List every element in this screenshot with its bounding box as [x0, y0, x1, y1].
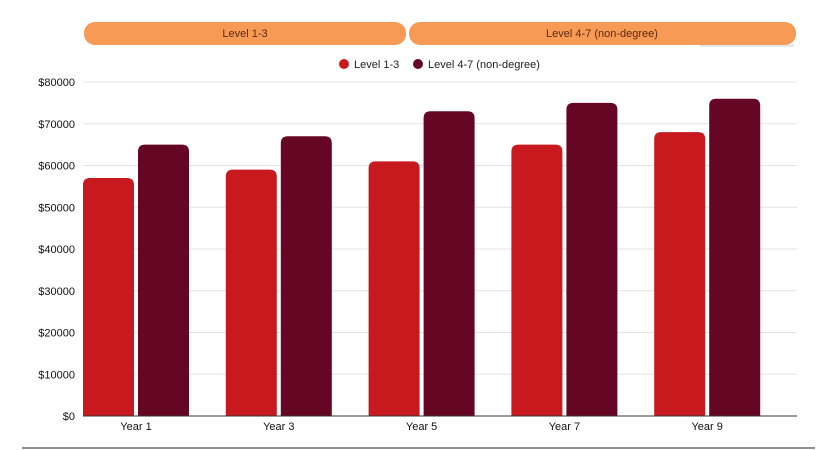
- y-tick-label: $30000: [38, 286, 75, 298]
- y-tick-label: $60000: [38, 161, 75, 173]
- y-tick-label: $40000: [38, 244, 75, 256]
- legend-label-series-2: Level 4-7 (non-degree): [428, 59, 540, 71]
- x-axis-tick-labels: Year 1 Year 3 Year 5 Year 7 Year 9: [120, 421, 723, 433]
- y-tick-label: $80000: [38, 77, 75, 89]
- y-tick-label: $20000: [38, 328, 75, 340]
- y-tick-label: $50000: [38, 202, 75, 214]
- legend-label-series-1: Level 1-3: [354, 59, 399, 71]
- x-tick-label: Year 1: [120, 421, 151, 433]
- tab-level-1-3-label[interactable]: Level 1-3: [222, 28, 267, 40]
- bar-series-1-year-3: [225, 169, 277, 416]
- bar-series-2-year-7: [566, 102, 618, 416]
- tab-level-4-7-pill[interactable]: [409, 22, 796, 45]
- y-tick-label: $0: [63, 411, 75, 423]
- bar-series-1-year-9: [654, 132, 706, 416]
- y-tick-label: $70000: [38, 119, 75, 131]
- legend-marker-series-1: [339, 59, 349, 69]
- tab-bar-track: [700, 44, 794, 47]
- tab-level-4-7[interactable]: Level 4-7 (non-degree): [409, 22, 796, 45]
- bar-series-1-year-5: [368, 161, 420, 416]
- legend: Level 1-3 Level 4-7 (non-degree): [339, 59, 540, 71]
- x-tick-label: Year 9: [691, 421, 722, 433]
- bar-series-2-year-5: [423, 111, 475, 416]
- bar-series-2-year-1: [138, 144, 189, 416]
- bar-series-2-year-9: [709, 98, 761, 416]
- x-tick-label: Year 5: [406, 421, 437, 433]
- bar-series-1-year-1: [83, 178, 134, 416]
- x-tick-label: Year 7: [549, 421, 580, 433]
- tab-level-1-3-pill[interactable]: [84, 22, 406, 45]
- bar-series-2-year-3: [280, 136, 332, 416]
- bar-series-1-year-7: [511, 144, 563, 416]
- legend-marker-series-2: [413, 59, 423, 69]
- tab-level-4-7-label[interactable]: Level 4-7 (non-degree): [546, 28, 658, 40]
- y-tick-label: $10000: [38, 369, 75, 381]
- tab-bar: Level 1-3 Level 4-7 (non-degree): [84, 22, 796, 47]
- tab-level-1-3[interactable]: Level 1-3: [84, 22, 406, 45]
- x-tick-label: Year 3: [263, 421, 294, 433]
- y-axis-tick-labels: $0 $10000 $20000 $30000 $40000 $50000 $60000 $7…: [38, 77, 75, 423]
- bars: [83, 98, 761, 416]
